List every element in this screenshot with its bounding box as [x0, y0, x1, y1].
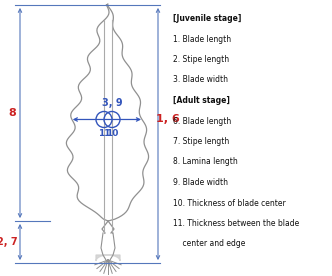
Text: 8. Lamina length: 8. Lamina length	[173, 158, 238, 166]
Text: 9. Blade width: 9. Blade width	[173, 178, 228, 187]
Text: 3. Blade width: 3. Blade width	[173, 76, 228, 84]
Polygon shape	[96, 255, 120, 261]
Text: [Juvenile stage]: [Juvenile stage]	[173, 14, 241, 23]
Text: 10: 10	[106, 129, 118, 139]
Text: 2. Stipe length: 2. Stipe length	[173, 55, 229, 64]
Text: [Adult stage]: [Adult stage]	[173, 96, 230, 105]
Text: 2, 7: 2, 7	[0, 237, 17, 247]
Text: 11. Thickness between the blade: 11. Thickness between the blade	[173, 219, 299, 228]
Text: center and edge: center and edge	[173, 240, 245, 248]
Text: 3, 9: 3, 9	[102, 99, 122, 108]
Text: 8: 8	[8, 108, 16, 118]
Text: 6. Blade length: 6. Blade length	[173, 116, 231, 126]
Text: 1. Blade length: 1. Blade length	[173, 34, 231, 44]
Text: 11: 11	[98, 129, 110, 139]
Text: 10. Thickness of blade center: 10. Thickness of blade center	[173, 198, 286, 208]
Text: 7. Stipe length: 7. Stipe length	[173, 137, 229, 146]
Text: 1, 6: 1, 6	[156, 114, 180, 124]
